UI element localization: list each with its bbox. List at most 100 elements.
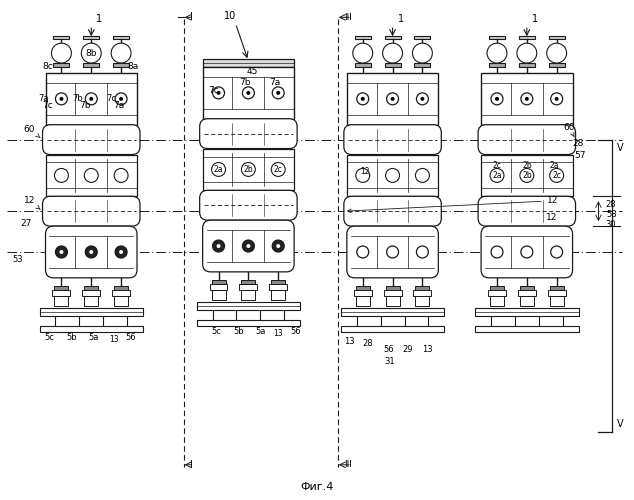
Text: III: III: [344, 13, 352, 22]
Circle shape: [517, 43, 537, 63]
Bar: [520, 296, 534, 306]
Text: 8c: 8c: [42, 62, 53, 70]
Text: 2a: 2a: [214, 165, 223, 174]
Bar: [488, 290, 506, 296]
Bar: [212, 280, 226, 284]
Text: 60: 60: [23, 124, 40, 138]
Text: 7c: 7c: [208, 86, 219, 96]
Bar: [384, 290, 401, 296]
Bar: [84, 296, 98, 306]
Bar: [415, 296, 429, 306]
Circle shape: [521, 246, 533, 258]
Bar: [475, 308, 579, 316]
Circle shape: [353, 43, 373, 63]
Circle shape: [387, 93, 399, 105]
Bar: [490, 286, 504, 290]
Bar: [481, 154, 573, 196]
Bar: [210, 284, 228, 290]
Circle shape: [555, 97, 559, 101]
Text: 2b: 2b: [522, 161, 532, 170]
Circle shape: [356, 168, 370, 182]
FancyBboxPatch shape: [347, 226, 438, 278]
Circle shape: [217, 91, 221, 95]
Circle shape: [357, 246, 369, 258]
Bar: [550, 286, 564, 290]
Bar: [355, 36, 371, 39]
Circle shape: [84, 168, 98, 182]
Circle shape: [491, 93, 503, 105]
Circle shape: [420, 97, 424, 101]
Text: 30: 30: [605, 220, 616, 228]
Bar: [240, 284, 257, 290]
Text: 7a: 7a: [269, 78, 281, 88]
Circle shape: [385, 168, 399, 182]
FancyBboxPatch shape: [200, 190, 297, 220]
Bar: [415, 63, 430, 67]
Text: 7c: 7c: [106, 94, 116, 104]
Bar: [55, 286, 68, 290]
Circle shape: [86, 93, 97, 105]
Text: 7c: 7c: [42, 102, 53, 110]
Bar: [550, 296, 564, 306]
Bar: [242, 280, 256, 284]
Bar: [490, 296, 504, 306]
Bar: [203, 59, 294, 67]
Text: 12: 12: [360, 167, 370, 176]
FancyBboxPatch shape: [344, 124, 441, 154]
Text: III: III: [344, 460, 352, 469]
Text: 57: 57: [575, 151, 586, 160]
Bar: [197, 320, 300, 326]
FancyBboxPatch shape: [344, 196, 441, 226]
FancyBboxPatch shape: [478, 196, 576, 226]
Circle shape: [487, 43, 507, 63]
Circle shape: [111, 43, 131, 63]
Circle shape: [490, 168, 504, 182]
Circle shape: [81, 43, 101, 63]
Text: I: I: [190, 460, 193, 470]
Bar: [413, 290, 431, 296]
Bar: [55, 296, 68, 306]
Circle shape: [114, 168, 128, 182]
Text: 7b: 7b: [79, 102, 91, 110]
Bar: [548, 36, 565, 39]
Circle shape: [525, 97, 529, 101]
Text: 1: 1: [398, 14, 404, 24]
Text: 7a: 7a: [38, 94, 49, 104]
Text: 7b: 7b: [72, 94, 82, 104]
Bar: [212, 290, 226, 300]
Text: 12: 12: [347, 196, 558, 212]
Circle shape: [115, 93, 127, 105]
FancyBboxPatch shape: [478, 124, 576, 154]
Text: 29: 29: [402, 345, 413, 354]
Circle shape: [55, 246, 67, 258]
FancyBboxPatch shape: [200, 118, 297, 148]
Bar: [203, 148, 294, 190]
Text: 2b: 2b: [243, 165, 253, 174]
Circle shape: [276, 244, 280, 248]
Circle shape: [217, 244, 221, 248]
Text: 2c: 2c: [274, 165, 283, 174]
Bar: [112, 290, 130, 296]
Bar: [415, 286, 429, 290]
Text: 10: 10: [224, 12, 236, 22]
Text: 60: 60: [564, 122, 575, 137]
Circle shape: [361, 97, 365, 101]
Circle shape: [550, 168, 564, 182]
Text: 53: 53: [12, 256, 23, 264]
Circle shape: [383, 43, 403, 63]
Bar: [519, 63, 535, 67]
Text: 5b: 5b: [233, 327, 243, 336]
Text: 5b: 5b: [66, 333, 77, 342]
Bar: [269, 284, 287, 290]
Bar: [271, 290, 285, 300]
Bar: [84, 286, 98, 290]
Bar: [481, 73, 573, 124]
Bar: [347, 73, 438, 124]
Circle shape: [212, 240, 224, 252]
Circle shape: [55, 168, 68, 182]
Bar: [520, 286, 534, 290]
Bar: [355, 63, 371, 67]
Bar: [271, 280, 285, 284]
Text: 13: 13: [344, 337, 355, 346]
Bar: [385, 63, 401, 67]
